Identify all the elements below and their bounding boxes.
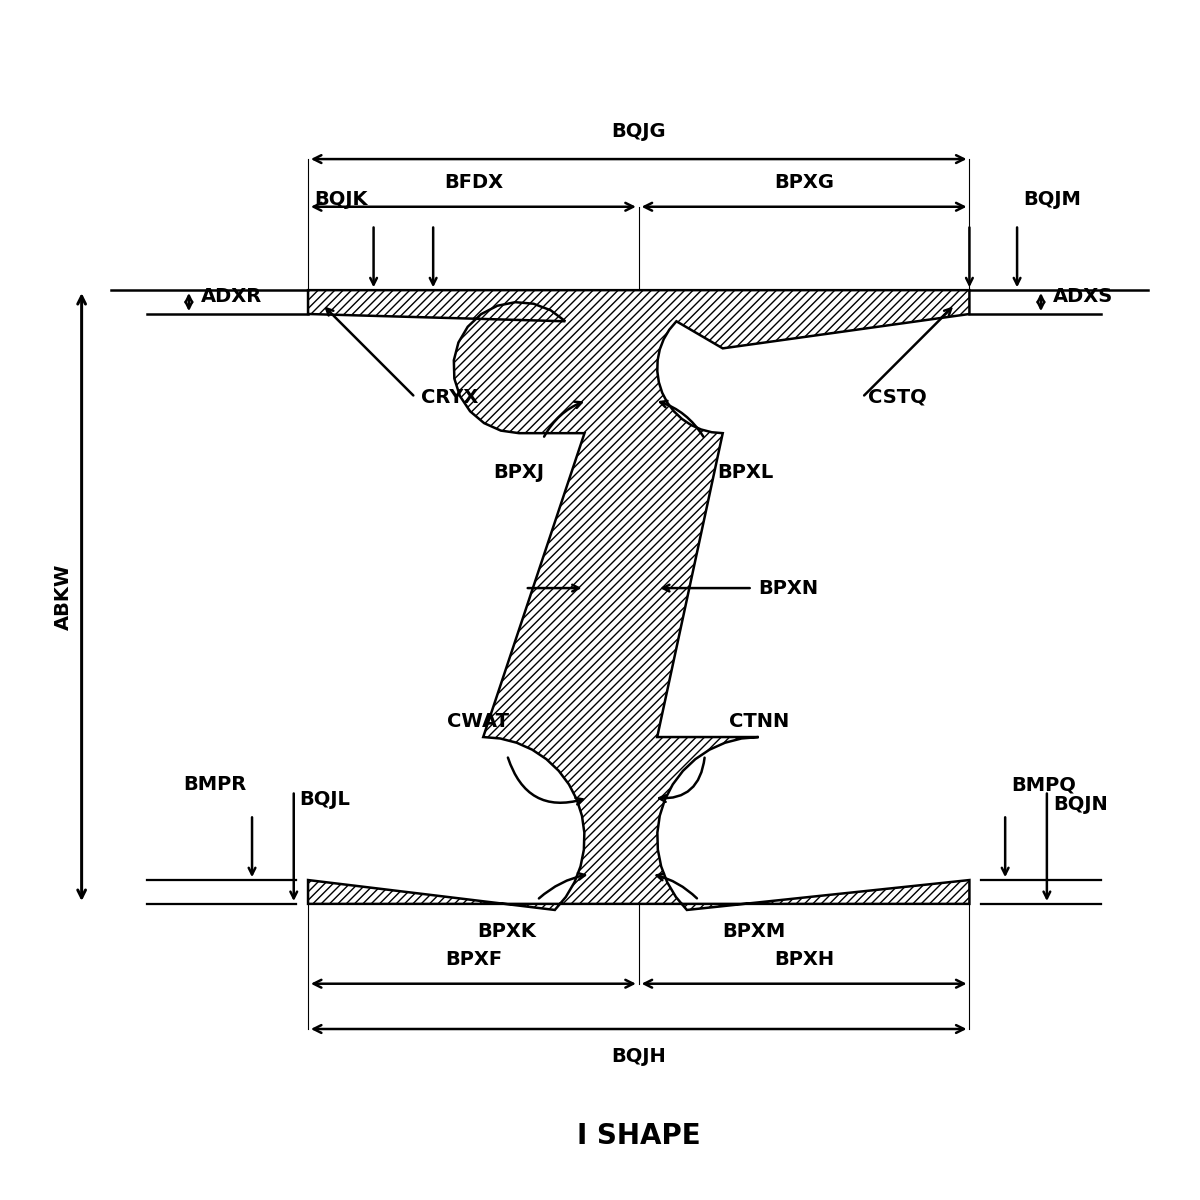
Text: CSTQ: CSTQ <box>868 388 926 407</box>
Polygon shape <box>308 290 970 910</box>
Text: BPXN: BPXN <box>758 578 818 598</box>
Text: CWAT: CWAT <box>448 712 510 731</box>
Text: BPXG: BPXG <box>774 174 834 192</box>
Text: BQJM: BQJM <box>1024 190 1081 209</box>
Text: BPXF: BPXF <box>445 950 502 970</box>
Text: BPXH: BPXH <box>774 950 834 970</box>
Text: BQJL: BQJL <box>300 790 350 809</box>
Text: BPXJ: BPXJ <box>493 463 545 482</box>
Text: BMPQ: BMPQ <box>1012 775 1076 794</box>
Text: BQJK: BQJK <box>314 190 367 209</box>
Text: I SHAPE: I SHAPE <box>577 1122 701 1151</box>
Text: BMPR: BMPR <box>182 775 246 794</box>
Text: CRYX: CRYX <box>421 388 479 407</box>
Text: BQJH: BQJH <box>611 1046 666 1066</box>
Text: BPXK: BPXK <box>478 922 536 941</box>
Text: BPXM: BPXM <box>722 922 786 941</box>
Text: BFDX: BFDX <box>444 174 503 192</box>
Text: ADXS: ADXS <box>1052 287 1114 306</box>
Text: BQJN: BQJN <box>1052 796 1108 815</box>
Text: BQJG: BQJG <box>612 122 666 142</box>
Text: ADXR: ADXR <box>200 287 262 306</box>
Text: CTNN: CTNN <box>728 712 788 731</box>
Text: BPXL: BPXL <box>716 463 773 482</box>
Text: ABKW: ABKW <box>54 564 73 630</box>
